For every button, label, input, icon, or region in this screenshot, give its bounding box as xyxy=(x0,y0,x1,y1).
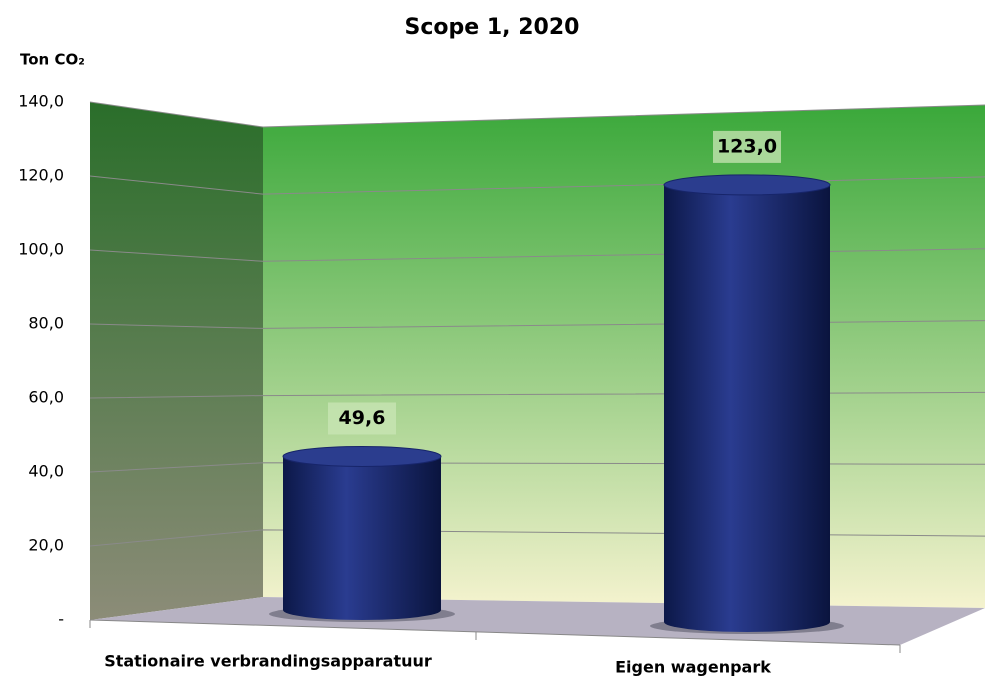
value-label: 123,0 xyxy=(717,135,777,157)
bar-top xyxy=(663,174,831,196)
value-label-box xyxy=(713,130,781,163)
y-tick-label: 100,0 xyxy=(18,240,64,259)
bar-top xyxy=(282,445,442,467)
value-label-box xyxy=(328,402,396,435)
chart-title: Scope 1, 2020 xyxy=(405,15,580,40)
x-tick-label: Eigen wagenpark xyxy=(615,658,771,677)
value-label: 49,6 xyxy=(339,407,386,429)
grid-line xyxy=(89,101,985,128)
side-wall xyxy=(90,102,263,620)
y-tick-label: 20,0 xyxy=(28,536,64,555)
bar xyxy=(664,184,830,632)
x-axis xyxy=(89,619,901,646)
x-tick-label: Stationaire verbrandingsapparatuur xyxy=(104,652,432,671)
y-tick-label: 80,0 xyxy=(28,314,64,333)
y-tick-label: 140,0 xyxy=(18,92,64,111)
y-tick-label: 60,0 xyxy=(28,388,64,407)
y-tick-label: 40,0 xyxy=(28,462,64,481)
y-axis-label: Ton CO₂ xyxy=(20,51,85,69)
y-tick-label: - xyxy=(58,610,64,629)
y-tick-label: 120,0 xyxy=(18,166,64,185)
bar xyxy=(283,456,441,620)
